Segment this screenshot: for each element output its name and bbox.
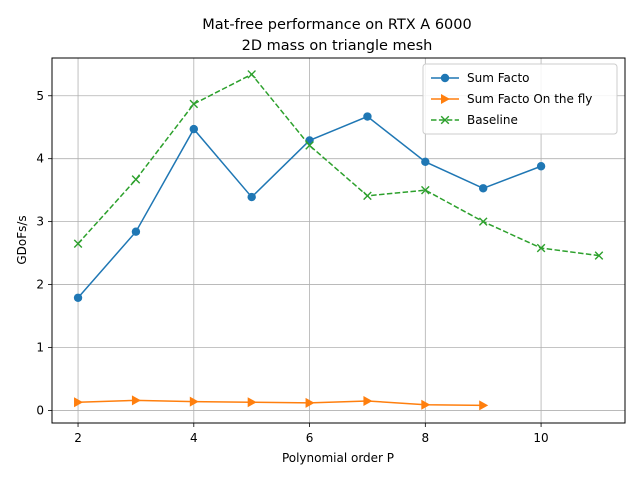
data-point (305, 397, 315, 408)
y-tick-label: 0 (36, 403, 44, 417)
ticks: 2 4 6 8 10 0 1 2 3 4 5 (36, 89, 548, 445)
data-point (363, 395, 373, 406)
y-tick-label: 4 (36, 152, 44, 166)
chart-title: Mat-free performance on RTX A 6000 (202, 17, 472, 33)
series-0 (73, 112, 546, 302)
marker-stroke (440, 115, 450, 125)
y-tick-label: 2 (36, 278, 44, 292)
legend-marker (440, 73, 450, 83)
series-1 (74, 395, 489, 411)
data-point (131, 395, 141, 406)
y-axis-label: GDoFs/s (15, 215, 29, 264)
data-point (189, 124, 199, 134)
legend-marker (440, 115, 450, 125)
x-tick-label: 10 (533, 431, 548, 445)
chart-subtitle: 2D mass on triangle mesh (242, 38, 433, 54)
marker-stroke (594, 251, 604, 260)
marker-stroke (536, 243, 546, 253)
data-point (247, 70, 256, 79)
data-point (478, 184, 488, 193)
y-tick-label: 5 (36, 89, 44, 103)
data-point (189, 396, 199, 407)
series-layer (73, 70, 604, 411)
data-point (421, 157, 430, 167)
x-tick-label: 6 (306, 431, 314, 445)
data-point (247, 192, 256, 202)
marker-stroke (131, 175, 141, 184)
marker-stroke (189, 99, 199, 109)
x-axis-label: Polynomial order P (282, 451, 394, 465)
plot-frame (51, 57, 626, 424)
data-point (189, 99, 199, 109)
data-point (247, 397, 257, 408)
marker-stroke (305, 141, 314, 150)
data-point (421, 185, 430, 195)
x-tick-label: 2 (74, 431, 82, 445)
legend-label: Sum Facto (467, 71, 530, 85)
legend-entry: Sum Facto On the fly (431, 92, 592, 106)
legend-entry: Baseline (431, 113, 518, 127)
legend-marker (441, 94, 450, 104)
data-point (305, 141, 314, 150)
data-point (131, 175, 141, 184)
data-point (73, 293, 83, 302)
marker-stroke (478, 217, 488, 226)
data-point (536, 162, 546, 171)
marker-stroke (421, 185, 430, 195)
x-tick-label: 4 (190, 431, 198, 445)
data-point (478, 217, 488, 226)
legend-entry: Sum Facto (431, 71, 530, 85)
y-tick-label: 1 (36, 340, 44, 354)
data-point (131, 227, 141, 236)
data-point (479, 400, 489, 411)
data-point (73, 239, 83, 248)
series-2 (73, 70, 604, 260)
x-tick-label: 8 (421, 431, 429, 445)
data-point (421, 399, 431, 410)
series-line (77, 73, 600, 257)
data-point (363, 191, 372, 201)
marker-stroke (73, 239, 83, 248)
marker-stroke (247, 70, 256, 79)
data-point (594, 251, 604, 260)
data-point (536, 243, 546, 253)
grid (52, 58, 625, 423)
legend-label: Sum Facto On the fly (467, 92, 592, 106)
marker-stroke (363, 191, 372, 201)
y-tick-label: 3 (36, 215, 44, 229)
data-point (363, 112, 372, 121)
series-line (78, 399, 484, 407)
legend: Sum Facto Sum Facto On the fly Baseline (422, 63, 618, 135)
data-point (74, 397, 84, 408)
legend-label: Baseline (467, 113, 518, 127)
legend-box (422, 63, 618, 135)
